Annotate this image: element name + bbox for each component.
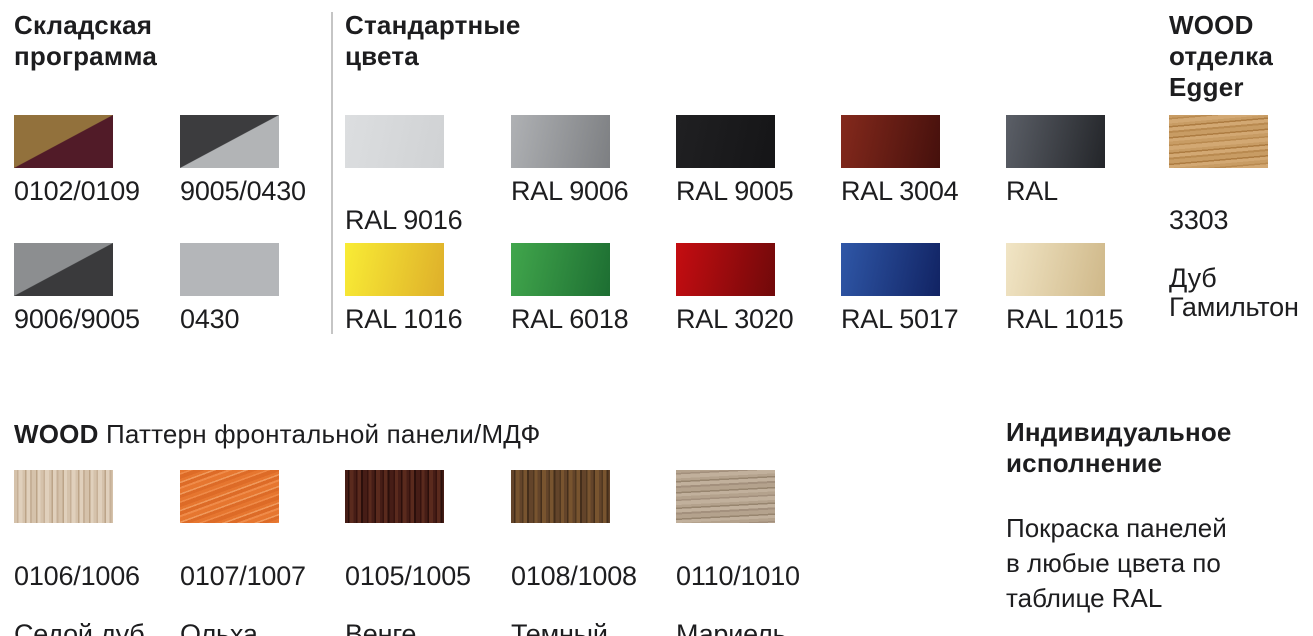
swatch-name: Дуб Гамильтон [1169,263,1299,322]
swatch-0105-1005 [345,470,444,523]
swatch-name: Венге [345,619,417,636]
warehouse-program-title: Складская программа [14,10,158,71]
swatch-code: 0110/1010 [676,561,800,591]
swatch-label-ral-1016: RAL 1016 [345,304,463,334]
swatch-label-0102-0109: 0102/0109 [14,176,140,206]
swatch-name: Темный дуб [511,619,608,636]
swatch-name: Мариель [676,619,787,636]
swatch-label-0107-1007: 0107/1007 Ольха [180,533,316,636]
wood-egger-title: WOOD отделка Egger [1169,10,1273,102]
wood-pattern-title: WOOD Паттерн фронтальной панели/МДФ [14,419,541,450]
swatch-code: 0105/1005 [345,561,471,591]
swatch-code: 0108/1008 [511,561,637,591]
swatch-ral-6018 [511,243,610,296]
swatch-label-ral-3020: RAL 3020 [676,304,794,334]
wood-pattern-title-rest: Паттерн фронтальной панели/МДФ [98,419,541,449]
swatch-0108-1008 [511,470,610,523]
swatch-ral-9006 [511,115,610,168]
swatch-0110-1010 [676,470,775,523]
swatch-label-ral-5017: RAL 5017 [841,304,959,334]
swatch-label-9006-9005: 9006/9005 [14,304,140,334]
swatch-label-0108-1008: 0108/1008 Темный дуб [511,533,637,636]
wood-pattern-title-bold: WOOD [14,419,99,449]
swatch-name: Седой дуб [14,619,145,636]
swatch-label-egger-3303: 3303 Дуб Гамильтон [1169,177,1305,351]
swatch-0102-0109 [14,115,113,168]
swatch-0107-1007 [180,470,279,523]
standard-colors-title: Стандартные цвета [345,10,521,71]
swatch-label-ral-3004: RAL 3004 [841,176,959,206]
swatch-label-ral-9005: RAL 9005 [676,176,794,206]
swatch-0430 [180,243,279,296]
swatch-ral-7024 [1006,115,1105,168]
swatch-ral-3020 [676,243,775,296]
swatch-ral-5017 [841,243,940,296]
swatch-label-9005-0430: 9005/0430 [180,176,306,206]
swatch-ral-1015 [1006,243,1105,296]
swatch-ral-9005 [676,115,775,168]
swatch-egger-3303 [1169,115,1268,168]
swatch-label-ral-6018: RAL 6018 [511,304,629,334]
custom-finish-title: Индивидуальное исполнение [1006,417,1232,478]
swatch-label-0110-1010: 0110/1010 Мариель [676,533,812,636]
swatch-9005-0430 [180,115,279,168]
swatch-code: 3303 [1169,205,1229,235]
swatch-label-ral-9006: RAL 9006 [511,176,629,206]
swatch-label-ral-1015: RAL 1015 [1006,304,1124,334]
swatch-ral-1016 [345,243,444,296]
swatch-label-0106-1006: 0106/1006 Седой дуб [14,533,150,636]
custom-finish-text: Покраска панелей в любые цвета по таблиц… [1006,513,1227,613]
section-divider [331,12,333,334]
swatch-9006-9005 [14,243,113,296]
swatch-0106-1006 [14,470,113,523]
swatch-ral-9016 [345,115,444,168]
swatch-label-0105-1005: 0105/1005 Венге [345,533,481,636]
swatch-code: 0106/1006 [14,561,140,591]
swatch-code: 0107/1007 [180,561,306,591]
swatch-name: Ольха [180,619,258,636]
swatch-label-0430: 0430 [180,304,240,334]
swatch-ral-3004 [841,115,940,168]
swatch-label-ral-7024: RAL [1006,176,1058,206]
swatch-code: RAL 9016 [345,205,463,235]
